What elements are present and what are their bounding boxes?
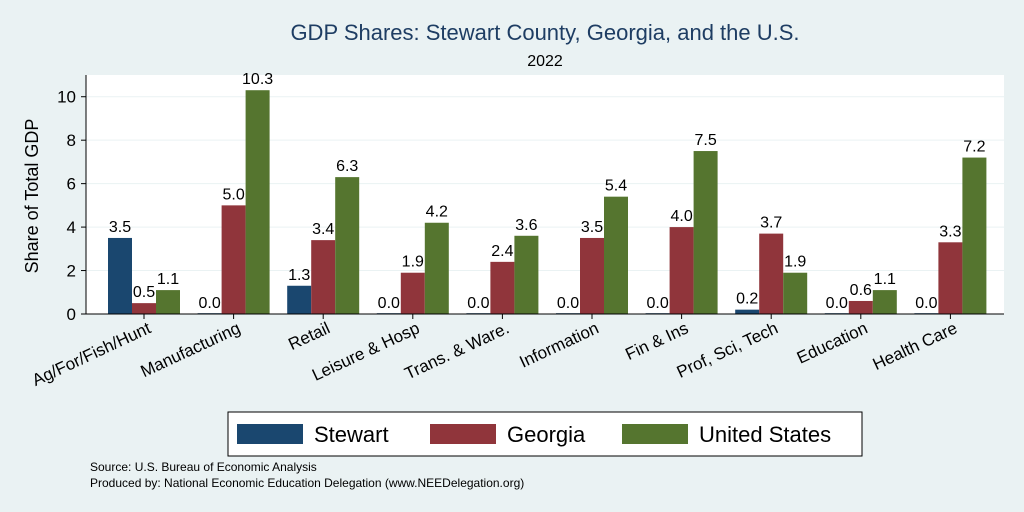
chart-title: GDP Shares: Stewart County, Georgia, and… — [290, 20, 799, 45]
bar — [490, 261, 515, 314]
bar — [311, 240, 336, 314]
legend-swatch — [622, 424, 688, 444]
data-label: 3.7 — [760, 215, 782, 232]
data-label: 3.5 — [109, 219, 131, 236]
data-label: 1.3 — [288, 267, 310, 284]
bars — [108, 90, 987, 314]
data-label: 1.9 — [402, 254, 424, 271]
x-category-label: Manufacturing — [138, 318, 244, 381]
legend-box — [227, 411, 863, 457]
data-label: 0.0 — [915, 295, 937, 312]
data-labels: 3.50.51.10.05.010.31.33.46.30.01.94.20.0… — [109, 71, 986, 312]
data-label: 0.2 — [736, 291, 758, 308]
bar — [514, 235, 539, 314]
x-category-label: Retail — [285, 318, 332, 354]
bar — [245, 90, 270, 314]
x-category-label: Fin & Ins — [622, 318, 691, 364]
y-tick-label: 8 — [67, 131, 76, 150]
bar — [221, 205, 246, 314]
data-label: 4.2 — [426, 204, 448, 221]
legend-label: United States — [699, 422, 831, 447]
x-category-label: Education — [794, 318, 871, 367]
legend-label: Stewart — [314, 422, 389, 447]
x-category-label: Information — [517, 318, 602, 371]
bar — [783, 272, 808, 314]
data-label: 3.5 — [581, 219, 603, 236]
data-label: 10.3 — [242, 71, 273, 88]
data-label: 0.0 — [198, 295, 220, 312]
data-label: 7.2 — [963, 139, 985, 156]
produced-by-note: Produced by: National Economic Education… — [90, 476, 525, 490]
data-label: 5.0 — [222, 186, 244, 203]
bar — [580, 237, 604, 314]
data-label: 1.9 — [784, 254, 806, 271]
data-label: 3.4 — [312, 221, 334, 238]
x-category-label: Prof, Sci, Tech — [674, 318, 781, 381]
data-label: 0.0 — [378, 295, 400, 312]
y-tick-label: 0 — [67, 305, 76, 324]
data-label: 3.6 — [515, 217, 537, 234]
chart-subtitle: 2022 — [527, 53, 563, 70]
legend-swatch — [430, 424, 496, 444]
bar — [287, 285, 312, 314]
bar — [693, 151, 718, 314]
source-note: Source: U.S. Bureau of Economic Analysis — [90, 460, 317, 474]
legend: Stewart Georgia United States — [227, 411, 863, 457]
bar — [848, 300, 873, 314]
data-label: 1.1 — [157, 271, 179, 288]
bar — [132, 303, 156, 314]
data-label: 7.5 — [694, 132, 716, 149]
data-label: 0.6 — [850, 282, 872, 299]
y-tick-label: 2 — [67, 262, 76, 281]
data-label: 0.0 — [467, 295, 489, 312]
y-tick-label: 6 — [67, 175, 76, 194]
data-label: 0.0 — [646, 295, 668, 312]
data-label: 3.3 — [939, 223, 961, 240]
bar — [604, 196, 628, 314]
bar — [759, 233, 784, 314]
x-category-label: Ag/For/Fish/Hunt — [29, 318, 154, 390]
legend-swatch — [237, 424, 303, 444]
bar — [400, 272, 425, 314]
bar — [156, 290, 180, 314]
bar — [735, 309, 760, 314]
data-label: 0.5 — [133, 284, 155, 301]
data-label: 6.3 — [336, 158, 358, 175]
data-label: 4.0 — [670, 208, 692, 225]
data-label: 0.0 — [557, 295, 579, 312]
bar — [335, 177, 360, 314]
bar — [962, 157, 987, 314]
y-tick-label: 10 — [57, 88, 76, 107]
data-label: 1.1 — [874, 271, 896, 288]
bar — [108, 237, 132, 314]
data-label: 2.4 — [491, 243, 513, 260]
legend-label: Georgia — [507, 422, 586, 447]
y-axis-title: Share of Total GDP — [22, 119, 42, 274]
bar — [872, 290, 897, 314]
x-category-label: Health Care — [870, 318, 960, 374]
bar — [938, 242, 963, 314]
y-tick-label: 4 — [67, 218, 76, 237]
bar — [424, 222, 449, 314]
data-label: 0.0 — [826, 295, 848, 312]
bar — [669, 227, 694, 314]
data-label: 5.4 — [605, 178, 627, 195]
